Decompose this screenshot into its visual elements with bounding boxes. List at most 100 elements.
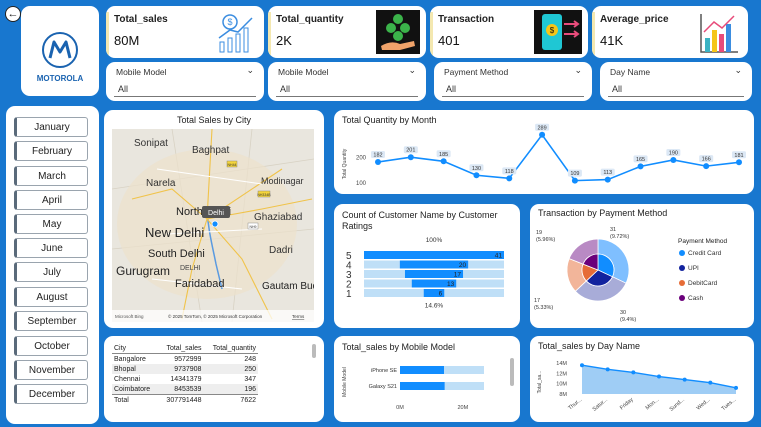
chevron-down-icon[interactable]: ⌄ <box>574 65 582 75</box>
table-header: City Total_sales Total_quantity <box>112 343 258 353</box>
cell: 9737908 <box>174 365 202 373</box>
month-button-march[interactable]: March <box>14 166 88 186</box>
x-tick-label: Satur... <box>592 397 610 413</box>
data-label-bg <box>436 150 451 158</box>
city-map[interactable]: NH44 NH334B NH9 Sonipat Baghpat Narela M… <box>112 129 314 322</box>
y-axis-label: Total_sa... <box>537 371 543 394</box>
table-scrollbar[interactable] <box>312 344 316 358</box>
data-label-bg <box>403 146 418 154</box>
data-point <box>670 157 677 163</box>
kpi-total-quantity: Total_quantity 2K <box>268 6 426 58</box>
y-tick-label: 8M <box>559 392 567 398</box>
category-label: 1 <box>346 289 352 300</box>
cell: 307791448 <box>166 396 202 404</box>
kpi-value: 41K <box>600 33 624 48</box>
bar <box>400 382 445 390</box>
chevron-down-icon[interactable]: ⌄ <box>734 65 742 75</box>
quantity-line-chart[interactable]: Total Quantity 200 100 182 201 185 130 118 289 1… <box>334 110 754 194</box>
kpi-transaction: Transaction 401 $ <box>430 6 588 58</box>
model-bar-title: Total_sales by Mobile Model <box>342 342 456 352</box>
slicer-mobile-model[interactable]: Mobile Model ⌄ All <box>106 62 264 101</box>
svg-text:$: $ <box>550 26 555 35</box>
data-label: 130 <box>472 166 481 172</box>
data-point <box>736 159 742 166</box>
map-label: Narela <box>146 178 176 189</box>
inner-slice <box>597 253 615 278</box>
payment-method-card: Transaction by Payment Method 31 (9.72%) 3… <box>530 204 754 328</box>
y-tick-label: 200 <box>356 155 367 161</box>
chevron-down-icon[interactable]: ⌄ <box>408 65 416 75</box>
map-terms-link[interactable]: Terms <box>292 314 305 319</box>
chart-scrollbar[interactable] <box>510 358 514 386</box>
legend-marker <box>679 295 685 301</box>
x-tick-label: Mon... <box>645 397 661 412</box>
month-button-november[interactable]: November <box>14 360 88 380</box>
y-tick-label: 100 <box>356 181 367 187</box>
slicer-label: Day Name <box>610 67 651 77</box>
sales-by-model-chart[interactable]: Mobile Model iPhone SE Galaxy S21 0M 20M <box>334 336 520 422</box>
data-label: 182 <box>373 153 382 159</box>
data-label: 109 <box>570 171 579 177</box>
kpi-average-price: Average_price 41K <box>592 6 748 58</box>
bar-chart-icon <box>700 14 738 53</box>
map-attribution: © 2025 TomTom, © 2025 Microsoft Corporat… <box>168 313 263 319</box>
data-point <box>571 177 578 184</box>
data-point <box>637 163 644 170</box>
legend-entry: Credit Card <box>688 250 722 257</box>
column-header[interactable]: City <box>114 344 127 352</box>
month-button-june[interactable]: June <box>14 238 88 258</box>
slicer-payment-method[interactable]: Payment Method ⌄ All <box>434 62 592 101</box>
slicer-value: All <box>280 84 291 94</box>
map-label: Gurugram <box>116 264 170 278</box>
kpi-value: 2K <box>276 33 292 48</box>
data-label-bg <box>699 155 714 163</box>
month-button-september[interactable]: September <box>14 311 88 331</box>
month-button-july[interactable]: July <box>14 262 88 282</box>
funnel-bar <box>364 251 504 259</box>
cell: 7622 <box>240 396 256 404</box>
data-label: 6 <box>439 291 443 298</box>
x-tick-label: 0M <box>396 405 404 411</box>
month-button-december[interactable]: December <box>14 384 88 404</box>
data-point <box>734 385 738 390</box>
inner-slice <box>582 253 599 271</box>
back-button[interactable]: ← <box>5 6 21 22</box>
x-tick-label: Sund... <box>669 397 687 413</box>
month-button-october[interactable]: October <box>14 336 88 356</box>
kpi-label: Average_price <box>600 14 669 25</box>
payment-sunburst-chart[interactable]: 31(9.72%) 30(9.4%) 17(5.33%) 19(5.96%) Payme… <box>530 204 754 328</box>
month-button-january[interactable]: January <box>14 117 88 137</box>
data-label-bg <box>371 151 385 159</box>
category-label: 4 <box>346 261 352 272</box>
month-button-august[interactable]: August <box>14 287 88 307</box>
table-row[interactable]: Chennai 14341379 347 <box>112 374 258 384</box>
motorola-logo-icon: MOTOROLA <box>37 32 83 83</box>
table-row[interactable]: Coimbatore 8453539 196 <box>112 384 258 395</box>
data-label-bg <box>633 155 648 163</box>
month-button-may[interactable]: May <box>14 214 88 234</box>
slicer-mobile-model-2[interactable]: Mobile Model ⌄ All <box>268 62 426 101</box>
data-point <box>375 159 381 166</box>
mobile-payment-icon: $ <box>534 10 582 54</box>
data-point <box>440 158 447 165</box>
data-label: 181 <box>734 153 743 159</box>
money-growth-chart-icon: $ <box>218 14 253 53</box>
slicer-label: Payment Method <box>444 67 509 77</box>
city-table-card: City Total_sales Total_quantity Bangalor… <box>104 336 324 422</box>
month-button-february[interactable]: February <box>14 141 88 161</box>
column-header[interactable]: Total_sales <box>166 344 202 352</box>
table-row[interactable]: Bhopal 9737908 250 <box>112 364 258 374</box>
y-axis-label: Total Quantity <box>342 148 348 179</box>
column-header[interactable]: Total_quantity <box>212 344 256 352</box>
month-button-april[interactable]: April <box>14 190 88 210</box>
chevron-down-icon[interactable]: ⌄ <box>246 65 254 75</box>
ratings-funnel-chart[interactable]: 100% 5 41 4 20 3 17 2 13 1 6 14.6% <box>334 204 520 328</box>
map-bubble-delhi[interactable] <box>211 220 219 228</box>
data-point <box>703 163 710 170</box>
data-label: 17 <box>454 272 462 279</box>
table-row[interactable]: Bangalore 9572999 248 <box>112 354 258 364</box>
slicer-day-name[interactable]: Day Name ⌄ All <box>600 62 752 101</box>
kpi-label: Total_sales <box>114 14 168 25</box>
cell: 347 <box>244 375 256 383</box>
